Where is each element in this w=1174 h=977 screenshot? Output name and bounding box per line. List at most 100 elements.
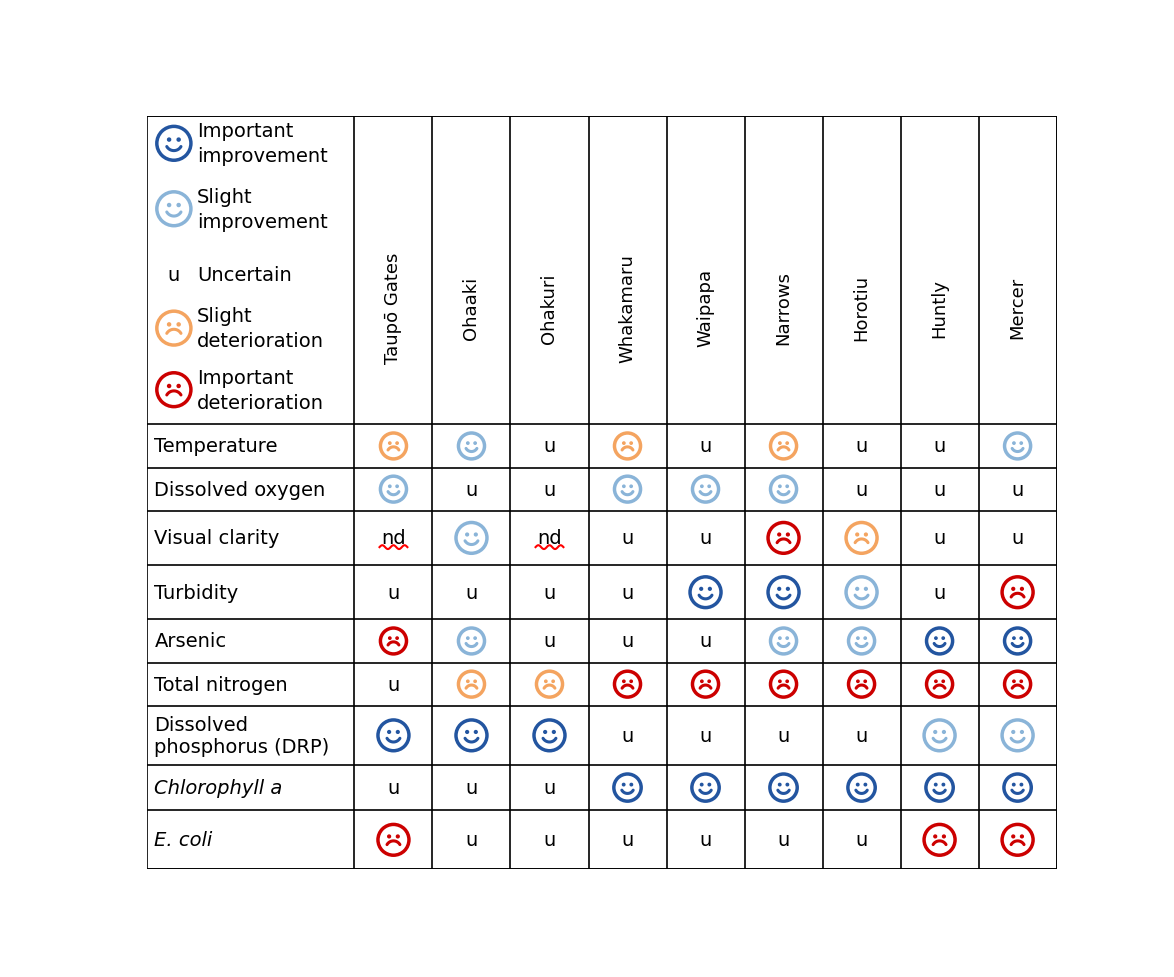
Circle shape bbox=[177, 204, 180, 207]
Circle shape bbox=[397, 731, 399, 734]
Circle shape bbox=[864, 680, 866, 683]
Text: Huntly: Huntly bbox=[931, 278, 949, 337]
Text: u: u bbox=[933, 480, 946, 499]
Circle shape bbox=[177, 323, 180, 326]
Circle shape bbox=[857, 680, 859, 683]
Circle shape bbox=[1013, 637, 1016, 640]
Text: Total nitrogen: Total nitrogen bbox=[155, 675, 288, 694]
Circle shape bbox=[943, 835, 945, 838]
Text: u: u bbox=[777, 830, 790, 849]
Text: u: u bbox=[621, 583, 634, 602]
Circle shape bbox=[553, 731, 555, 734]
Text: Important
deterioration: Important deterioration bbox=[197, 368, 324, 412]
Text: u: u bbox=[856, 830, 868, 849]
Circle shape bbox=[630, 486, 633, 488]
Text: u: u bbox=[465, 583, 478, 602]
Text: u: u bbox=[544, 480, 555, 499]
Text: Dissolved
phosphorus (DRP): Dissolved phosphorus (DRP) bbox=[155, 715, 330, 756]
Circle shape bbox=[864, 588, 868, 591]
Text: Taupō Gates: Taupō Gates bbox=[384, 252, 403, 363]
Text: u: u bbox=[544, 632, 555, 651]
Text: Slight
improvement: Slight improvement bbox=[197, 188, 328, 232]
Text: Mercer: Mercer bbox=[1008, 276, 1026, 339]
Text: u: u bbox=[387, 583, 399, 602]
Circle shape bbox=[1013, 443, 1016, 445]
Circle shape bbox=[466, 680, 468, 683]
Text: u: u bbox=[700, 632, 711, 651]
Text: Narrows: Narrows bbox=[775, 271, 792, 345]
Circle shape bbox=[168, 385, 170, 388]
Circle shape bbox=[466, 533, 468, 536]
Circle shape bbox=[1020, 784, 1023, 786]
Text: u: u bbox=[856, 726, 868, 745]
Circle shape bbox=[466, 731, 468, 734]
Text: Slight
deterioration: Slight deterioration bbox=[197, 307, 324, 351]
Circle shape bbox=[397, 835, 399, 838]
Circle shape bbox=[474, 533, 477, 536]
Circle shape bbox=[933, 731, 937, 734]
Circle shape bbox=[168, 323, 170, 326]
Circle shape bbox=[1020, 835, 1024, 838]
Text: Ohaaki: Ohaaki bbox=[463, 276, 480, 340]
Circle shape bbox=[396, 443, 398, 445]
Circle shape bbox=[701, 680, 703, 683]
Circle shape bbox=[622, 443, 625, 445]
Circle shape bbox=[701, 486, 703, 488]
Circle shape bbox=[778, 784, 781, 786]
Circle shape bbox=[943, 784, 945, 786]
Text: u: u bbox=[465, 480, 478, 499]
Text: u: u bbox=[544, 583, 555, 602]
Text: u: u bbox=[856, 437, 868, 456]
Text: u: u bbox=[700, 529, 711, 548]
Circle shape bbox=[466, 443, 468, 445]
Circle shape bbox=[622, 784, 625, 786]
Text: u: u bbox=[621, 632, 634, 651]
Circle shape bbox=[630, 443, 633, 445]
Circle shape bbox=[935, 680, 937, 683]
Circle shape bbox=[1020, 731, 1024, 734]
Text: u: u bbox=[465, 830, 478, 849]
Text: u: u bbox=[700, 726, 711, 745]
Circle shape bbox=[622, 486, 625, 488]
Circle shape bbox=[389, 443, 391, 445]
Text: u: u bbox=[387, 779, 399, 797]
Text: u: u bbox=[1012, 480, 1024, 499]
Circle shape bbox=[552, 680, 554, 683]
Circle shape bbox=[630, 784, 633, 786]
Circle shape bbox=[1020, 680, 1023, 683]
Circle shape bbox=[856, 588, 858, 591]
Circle shape bbox=[622, 680, 625, 683]
Circle shape bbox=[856, 533, 858, 536]
Circle shape bbox=[701, 784, 703, 786]
Text: u: u bbox=[544, 437, 555, 456]
Circle shape bbox=[474, 637, 477, 640]
Text: u: u bbox=[621, 726, 634, 745]
Circle shape bbox=[177, 385, 180, 388]
Text: u: u bbox=[544, 830, 555, 849]
Text: Visual clarity: Visual clarity bbox=[155, 529, 279, 548]
Circle shape bbox=[857, 637, 859, 640]
Circle shape bbox=[396, 637, 398, 640]
Circle shape bbox=[474, 443, 477, 445]
Circle shape bbox=[474, 731, 477, 734]
Circle shape bbox=[778, 680, 781, 683]
Circle shape bbox=[708, 784, 710, 786]
Text: Horotiu: Horotiu bbox=[852, 275, 871, 341]
Text: u: u bbox=[700, 437, 711, 456]
Circle shape bbox=[545, 680, 547, 683]
Text: u: u bbox=[700, 830, 711, 849]
Text: u: u bbox=[544, 779, 555, 797]
Circle shape bbox=[1020, 588, 1024, 591]
Circle shape bbox=[630, 680, 633, 683]
Circle shape bbox=[389, 486, 391, 488]
Circle shape bbox=[935, 784, 937, 786]
Circle shape bbox=[544, 731, 547, 734]
Text: u: u bbox=[933, 583, 946, 602]
Circle shape bbox=[708, 680, 710, 683]
Text: u: u bbox=[856, 480, 868, 499]
Circle shape bbox=[942, 680, 944, 683]
Circle shape bbox=[474, 680, 477, 683]
Circle shape bbox=[1020, 443, 1023, 445]
Text: u: u bbox=[621, 830, 634, 849]
Text: Arsenic: Arsenic bbox=[155, 632, 227, 651]
